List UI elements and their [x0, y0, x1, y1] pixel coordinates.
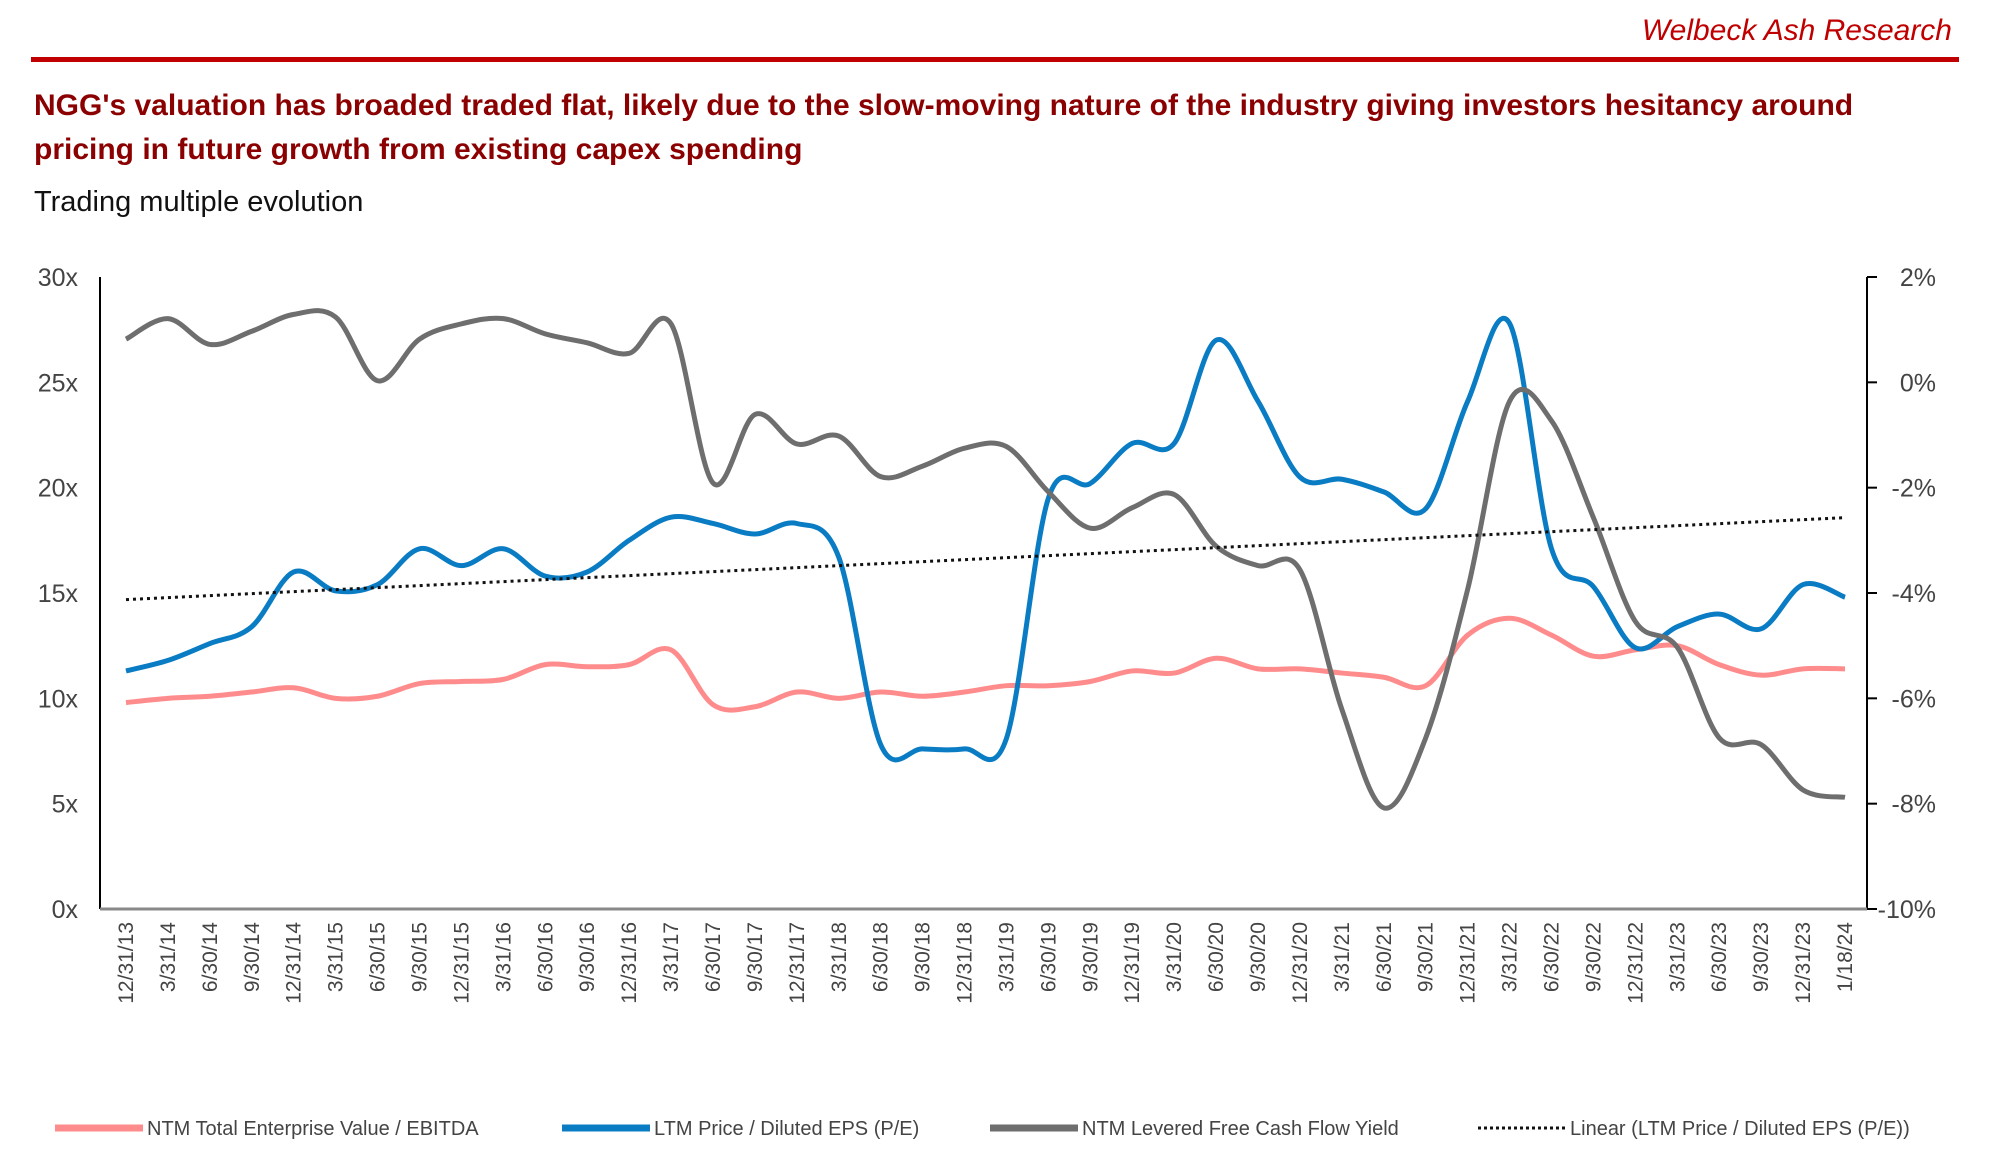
x-tick-label: 12/31/18	[954, 922, 977, 1004]
x-tick-label: 1/18/24	[1834, 922, 1857, 992]
fcf-yield-line	[124, 308, 1846, 811]
x-tick-label: 6/30/21	[1373, 922, 1396, 992]
page-title: NGG's valuation has broaded traded flat,…	[34, 89, 1854, 166]
y-left-tick-label: 15x	[38, 580, 79, 608]
brand-label: Welbeck Ash Research	[1641, 14, 1952, 47]
legend-label: NTM Total Enterprise Value / EBITDA	[147, 1118, 479, 1140]
x-tick-label: 9/30/16	[576, 922, 599, 992]
y-left-tick-label: 0x	[52, 896, 79, 924]
x-tick-label: 3/31/20	[1163, 922, 1186, 992]
y-right-tick-label: -8%	[1892, 791, 1936, 819]
x-tick-label: 9/30/15	[408, 922, 431, 992]
legend-item: LTM Price / Diluted EPS (P/E)	[562, 1118, 919, 1140]
x-tick-label: 3/31/18	[828, 922, 851, 992]
x-tick-label: 9/30/19	[1079, 922, 1102, 992]
y-right-tick-label: -6%	[1892, 685, 1936, 713]
legend-label: Linear (LTM Price / Diluted EPS (P/E))	[1570, 1118, 1910, 1140]
x-tick-label: 9/30/14	[241, 922, 264, 992]
legend-item: NTM Total Enterprise Value / EBITDA	[55, 1118, 479, 1140]
x-tick-label: 3/31/17	[660, 922, 683, 992]
x-tick-label: 9/30/20	[1247, 922, 1270, 992]
x-tick-label: 6/30/18	[870, 922, 893, 992]
x-tick-label: 12/31/22	[1624, 922, 1647, 1004]
chart-subtitle: Trading multiple evolution	[34, 186, 364, 218]
x-tick-label: 12/31/20	[1289, 922, 1312, 1004]
x-tick-label: 9/30/22	[1582, 922, 1605, 992]
y-right-tick-label: -10%	[1878, 896, 1936, 924]
x-tick-label: 12/31/17	[786, 922, 809, 1004]
x-tick-label: 12/31/16	[618, 922, 641, 1004]
y-left-tick-label: 30x	[38, 264, 79, 292]
x-tick-label: 3/31/22	[1499, 922, 1522, 992]
x-tick-label: 12/31/15	[450, 922, 473, 1004]
x-tick-label: 6/30/20	[1205, 922, 1228, 992]
x-tick-label: 3/31/14	[157, 922, 180, 992]
legend-label: NTM Levered Free Cash Flow Yield	[1082, 1118, 1399, 1140]
legend-item: NTM Levered Free Cash Flow Yield	[990, 1118, 1399, 1140]
x-tick-label: 9/30/21	[1415, 922, 1438, 992]
y-right-tick-label: -2%	[1892, 475, 1936, 503]
ev-ebitda-line	[125, 615, 1846, 713]
x-tick-label: 6/30/22	[1541, 922, 1564, 992]
x-tick-label: 12/31/23	[1792, 922, 1815, 1004]
x-tick-label: 12/31/14	[283, 922, 306, 1004]
y-right-tick-label: -4%	[1892, 580, 1936, 608]
x-tick-label: 6/30/23	[1708, 922, 1731, 992]
y-right-tick-label: 2%	[1900, 264, 1936, 292]
x-tick-label: 6/30/15	[367, 922, 390, 992]
x-tick-label: 3/31/16	[492, 922, 515, 992]
x-tick-label: 3/31/21	[1331, 922, 1354, 992]
legend-label: LTM Price / Diluted EPS (P/E)	[654, 1118, 919, 1140]
x-tick-label: 6/30/19	[1037, 922, 1060, 992]
y-left-tick-label: 10x	[38, 685, 79, 713]
x-tick-label: 6/30/17	[702, 922, 725, 992]
header-rule	[31, 57, 1959, 62]
pe-trend-line	[125, 516, 1846, 602]
y-left-tick-label: 20x	[38, 475, 79, 503]
y-left-tick-label: 5x	[52, 791, 79, 819]
x-tick-label: 3/31/19	[995, 922, 1018, 992]
x-tick-label: 3/31/15	[325, 922, 348, 992]
legend-item: Linear (LTM Price / Diluted EPS (P/E))	[1478, 1118, 1910, 1140]
x-tick-label: 9/30/23	[1750, 922, 1773, 992]
x-tick-label: 12/31/13	[115, 922, 138, 1004]
x-tick-label: 9/30/17	[744, 922, 767, 992]
x-tick-label: 6/30/16	[534, 922, 557, 992]
x-tick-label: 9/30/18	[912, 922, 935, 992]
x-tick-label: 6/30/14	[199, 922, 222, 992]
x-tick-label: 12/31/19	[1121, 922, 1144, 1004]
x-tick-label: 3/31/23	[1666, 922, 1689, 992]
y-right-tick-label: 0%	[1900, 369, 1936, 397]
y-left-tick-label: 25x	[38, 369, 79, 397]
x-tick-label: 12/31/21	[1457, 922, 1480, 1004]
